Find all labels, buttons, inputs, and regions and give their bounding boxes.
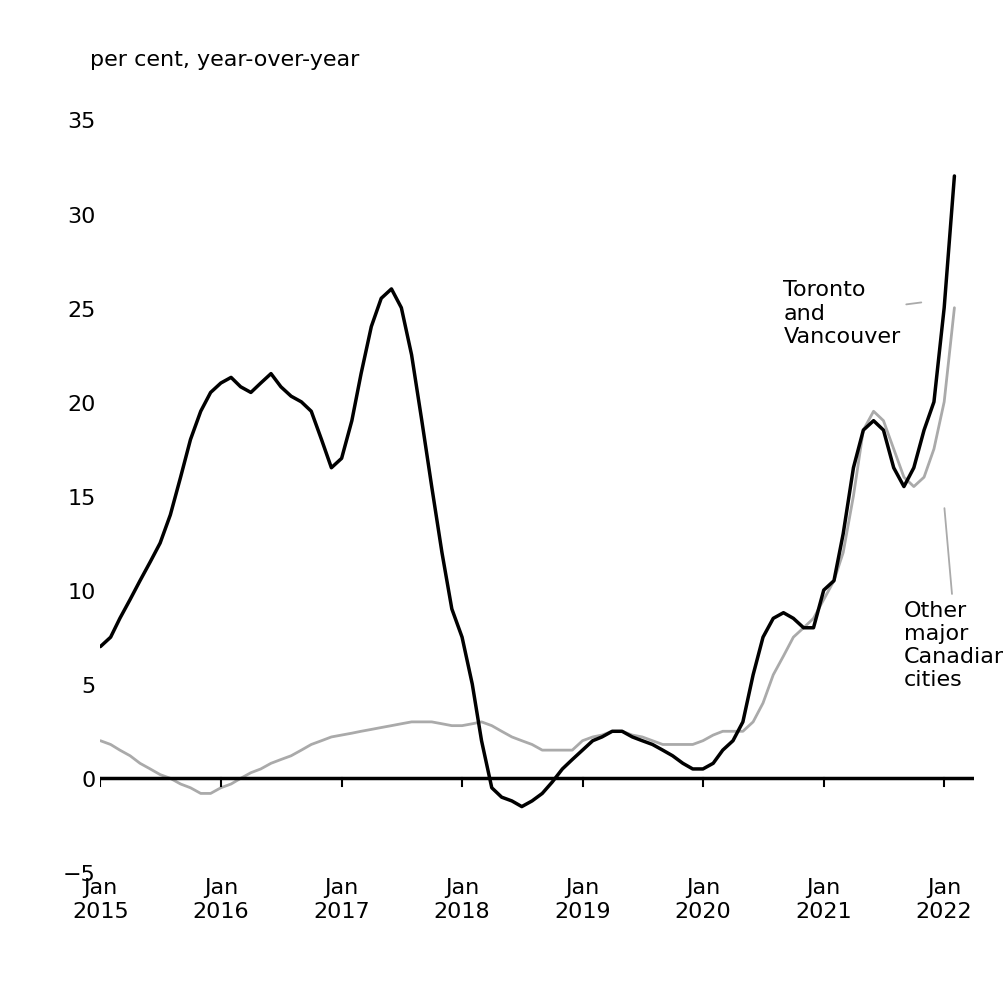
Text: Toronto
and
Vancouver: Toronto and Vancouver [782,280,921,347]
Text: per cent, year-over-year: per cent, year-over-year [90,50,359,70]
Text: Other
major
Canadian
cities: Other major Canadian cities [903,509,1003,689]
